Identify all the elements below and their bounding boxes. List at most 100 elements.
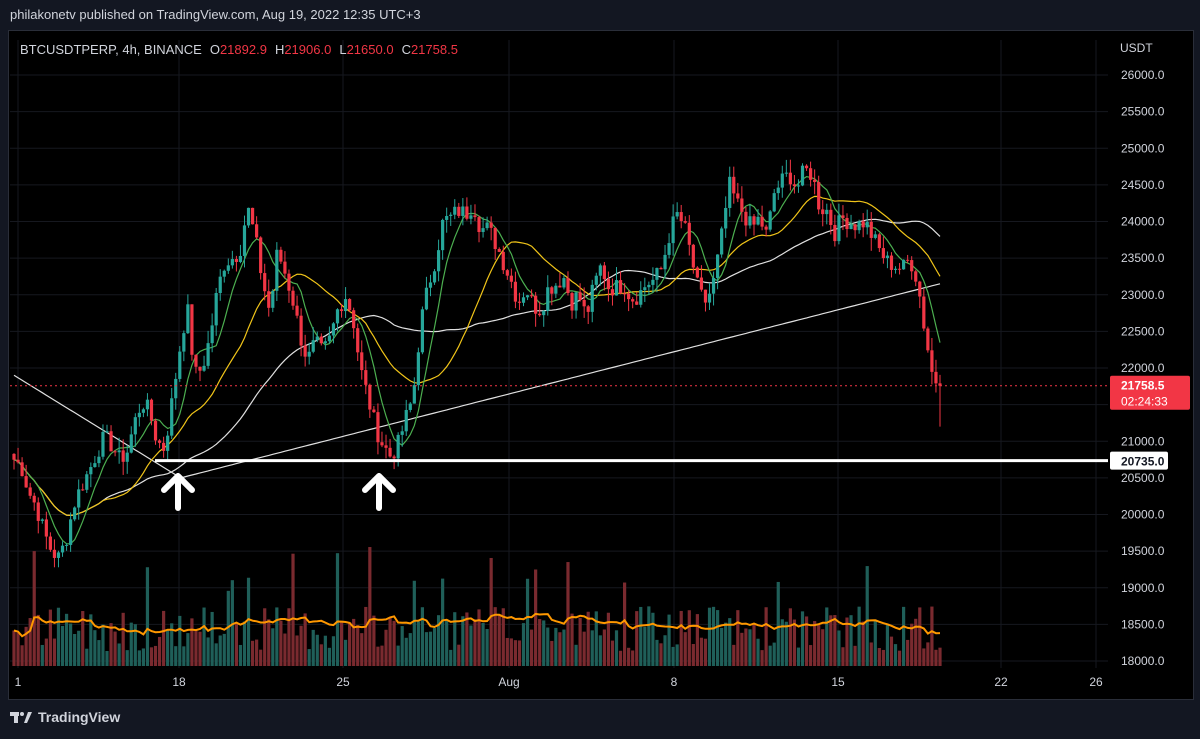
volume-bar (651, 612, 655, 666)
support-price-tag: 20735.0 (1110, 451, 1168, 470)
candle-body (926, 328, 930, 351)
volume-bar (493, 607, 497, 666)
volume-bar (445, 620, 449, 666)
volume-bar (380, 645, 384, 666)
candle-body (711, 277, 716, 294)
candle-body (170, 398, 174, 436)
candle-body (404, 409, 408, 432)
volume-bar (813, 621, 817, 666)
volume-bar (271, 628, 275, 666)
volume-bar (635, 611, 639, 666)
candle-body (760, 216, 764, 227)
candle-body (825, 209, 829, 215)
candle-body (885, 255, 890, 259)
candle-body (364, 370, 368, 385)
volume-bar (558, 632, 562, 666)
candle-body (938, 383, 942, 386)
volume-bar (202, 607, 206, 666)
volume-bar (825, 607, 829, 666)
candle-body (267, 291, 271, 308)
candle-body (424, 287, 429, 310)
volume-bar (384, 629, 388, 666)
candle-body (356, 328, 360, 353)
y-tick-label: 20000.0 (1121, 508, 1165, 522)
volume-bar (724, 622, 728, 666)
candle-body (715, 254, 720, 278)
candle-body (477, 217, 481, 233)
volume-bar (465, 612, 469, 666)
volume-bar (631, 650, 635, 666)
volume-bar (291, 553, 295, 666)
chart-frame[interactable] (8, 30, 1194, 700)
volume-bar (853, 645, 857, 666)
volume-bar (833, 615, 837, 666)
volume-bars (12, 547, 942, 666)
volume-bar (24, 626, 28, 666)
candle-body (457, 206, 461, 216)
volume-bar (489, 557, 493, 666)
candle-body (85, 474, 89, 490)
volume-bar (477, 609, 481, 666)
up-arrow-shape (362, 473, 396, 511)
candle-body (481, 228, 485, 233)
candle-body (453, 206, 457, 215)
volume-bar (703, 638, 708, 666)
candle-body (97, 456, 101, 464)
volume-bar (117, 643, 121, 666)
candle-body (81, 489, 85, 491)
candle-body (594, 275, 598, 285)
candle-body (683, 221, 687, 223)
candle-body (408, 403, 412, 410)
candle-body (534, 295, 538, 314)
volume-bar (153, 645, 158, 666)
candle-body (210, 325, 214, 344)
volume-bar (323, 635, 327, 666)
candle-body (776, 187, 780, 194)
candle-body (400, 431, 404, 435)
volume-bar (800, 611, 805, 666)
candle-body (190, 304, 194, 355)
candle-body (837, 215, 841, 242)
candle-body (728, 176, 732, 208)
volume-bar (372, 615, 376, 666)
candle-body (234, 259, 239, 262)
symbol-label[interactable]: BTCUSDTPERP, 4h, BINANCE (20, 42, 202, 57)
candle-body (505, 270, 509, 276)
price-axis: 26000.0 25500.0 25000.0 24500.0 24000.0 23500… (1121, 68, 1165, 668)
volume-bar (246, 577, 251, 666)
currency-label: USDT (1120, 41, 1153, 55)
volume-bar (12, 630, 16, 666)
volume-bar (707, 607, 712, 666)
candle-body (315, 336, 319, 341)
volume-bar (238, 644, 243, 666)
volume-bar (893, 644, 898, 666)
tradingview-brand[interactable]: TradingView (10, 709, 120, 725)
volume-bar (529, 629, 534, 666)
volume-bar (756, 638, 760, 666)
candle-body (222, 270, 226, 277)
candle-body (16, 459, 20, 463)
volume-bar (89, 614, 93, 666)
y-tick-label: 23500.0 (1121, 251, 1165, 265)
volume-bar (687, 610, 691, 666)
candle-body (24, 476, 28, 488)
candle-body (226, 265, 230, 271)
volume-bar (69, 623, 73, 666)
candle-body (618, 280, 623, 294)
volume-bar (647, 606, 651, 666)
candle-body (77, 489, 81, 508)
candle-body (69, 519, 73, 545)
candle-body (724, 207, 728, 229)
candle-body (647, 284, 651, 288)
candle-body (570, 293, 574, 311)
annotation-arrows (161, 473, 396, 511)
candle-body (263, 273, 267, 292)
volume-bar (554, 627, 558, 666)
candle-body (817, 182, 821, 210)
candle-body (174, 378, 178, 399)
volume-bar (590, 630, 594, 666)
candle-body (651, 279, 655, 285)
candle-body (473, 215, 477, 218)
volume-bar (570, 613, 574, 666)
